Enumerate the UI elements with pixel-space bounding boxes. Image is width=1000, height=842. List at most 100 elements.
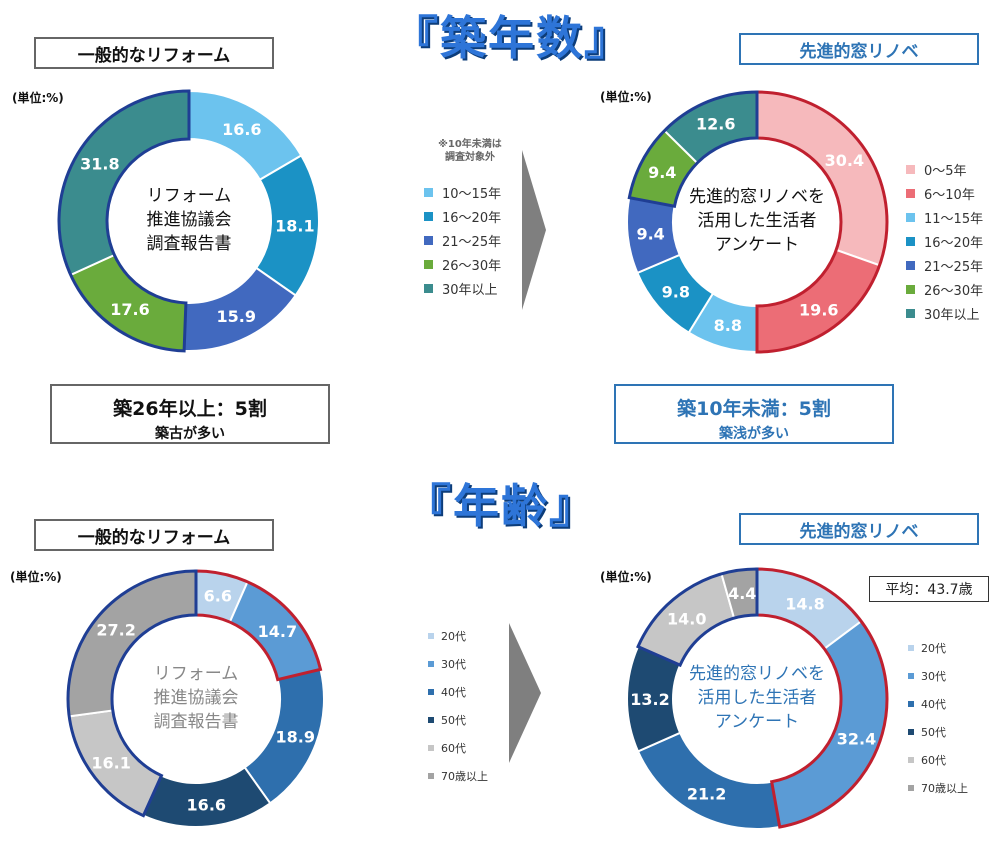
arrow-right-icon: [522, 150, 546, 310]
donut-center-label: 調査報告書: [147, 234, 232, 254]
summary-box-general: 築26年以上：5割 築古が多い: [50, 384, 330, 444]
legend-swatch: [424, 259, 433, 269]
donut-center-label: 推進協議会: [154, 688, 239, 708]
legend-label: 21～25年: [442, 234, 502, 250]
legend-item: 40代: [908, 690, 968, 718]
legend-swatch: [906, 236, 915, 246]
slice-value-label: 27.2: [96, 620, 135, 639]
legend-item: 26～30年: [906, 277, 983, 301]
legend-item: 26～30年: [424, 252, 501, 276]
donut-center-label: リフォーム: [154, 664, 239, 684]
legend-swatch: [906, 308, 915, 318]
legend-item: 50代: [428, 706, 488, 734]
slice-value-label: 12.6: [696, 114, 735, 133]
legend-swatch: [908, 645, 914, 651]
legend-swatch: [906, 260, 915, 270]
slice-value-label: 15.9: [216, 307, 255, 326]
arrow-right-icon: [509, 623, 541, 763]
slice-value-label: 9.8: [662, 283, 690, 302]
header-senshin-bottom: 先進的窓リノベ: [739, 513, 979, 545]
legend-building-age-right: 0～5年 6～10年 11～15年 16～20年 21～25年 26～30年 30年以上: [906, 157, 983, 325]
summary-line1: 築10年未満：5割: [677, 398, 831, 420]
legend-label: 40代: [441, 686, 466, 699]
legend-item: 30代: [908, 662, 968, 690]
unit-label: (単位:%): [600, 570, 652, 584]
legend-swatch: [908, 729, 914, 735]
legend-swatch: [428, 745, 434, 751]
legend-swatch: [908, 701, 914, 707]
legend-item: 11～15年: [906, 205, 983, 229]
legend-label: 6～10年: [924, 187, 975, 203]
highlight-outline: [636, 567, 759, 668]
title-building-age: 『築年数』: [392, 11, 632, 65]
legend-swatch: [908, 785, 914, 791]
slice-value-label: 19.6: [799, 300, 838, 319]
legend-item: 21～25年: [906, 253, 983, 277]
legend-swatch: [428, 633, 434, 639]
legend-label: 16～20年: [442, 210, 502, 226]
legend-label: 20代: [921, 642, 946, 655]
donut-center-label: 活用した生活者: [698, 211, 817, 231]
legend-item: 60代: [908, 746, 968, 774]
legend-label: 21～25年: [924, 259, 984, 275]
donut-center-label: 推進協議会: [147, 210, 232, 230]
legend-label: 10～15年: [442, 186, 502, 202]
legend-item: 70歳以上: [908, 774, 968, 802]
unit-label: (単位:%): [600, 90, 652, 104]
legend-item: 10～15年: [424, 180, 501, 204]
header-senshin-top: 先進的窓リノベ: [739, 33, 979, 65]
legend-swatch: [908, 673, 914, 679]
legend-label: 30年以上: [924, 307, 980, 323]
slice-value-label: 14.0: [667, 609, 706, 628]
legend-item: 30年以上: [906, 301, 983, 325]
slice-value-label: 17.6: [110, 300, 149, 319]
legend-item: 70歳以上: [428, 762, 488, 790]
legend-swatch: [424, 235, 433, 245]
summary-line1: 築26年以上：5割: [113, 398, 267, 420]
legend-label: 30年以上: [442, 282, 498, 298]
slice-value-label: 18.9: [275, 727, 314, 746]
donut-center-label: リフォーム: [147, 186, 232, 206]
legend-label: 70歳以上: [441, 770, 488, 783]
summary-line2: 築浅が多い: [719, 426, 789, 442]
donut-center-label: 先進的窓リノベを: [689, 664, 825, 684]
unit-label: (単位:%): [10, 570, 62, 584]
legend-swatch: [428, 773, 434, 779]
slice-value-label: 16.6: [187, 795, 226, 814]
slice-value-label: 30.4: [825, 151, 864, 170]
legend-label: 70歳以上: [921, 782, 968, 795]
legend-swatch: [906, 284, 915, 294]
legend-label: 60代: [441, 742, 466, 755]
header-general-reform-bottom: 一般的なリフォーム: [34, 519, 274, 551]
legend-swatch: [424, 283, 433, 293]
note-line: ※10年未満は: [438, 139, 502, 150]
legend-item: 30代: [428, 650, 488, 678]
legend-item: 20代: [908, 634, 968, 662]
legend-item: 20代: [428, 622, 488, 650]
slice-value-label: 9.4: [636, 224, 664, 243]
legend-item: 40代: [428, 678, 488, 706]
legend-label: 30代: [441, 658, 466, 671]
slice-value-label: 21.2: [687, 784, 726, 803]
slice-value-label: 14.8: [785, 594, 824, 613]
legend-swatch: [424, 187, 433, 197]
slice-value-label: 9.4: [648, 163, 676, 182]
legend-age-mid: 20代 30代 40代 50代 60代 70歳以上: [428, 622, 488, 790]
legend-item: 16～20年: [906, 229, 983, 253]
legend-label: 16～20年: [924, 235, 984, 251]
legend-building-age-mid: 10～15年 16～20年 21～25年 26～30年 30年以上: [424, 180, 501, 300]
note-under-10-excluded: ※10年未満は 調査対象外: [425, 138, 515, 164]
legend-item: 6～10年: [906, 181, 983, 205]
slice-value-label: 4.4: [728, 584, 756, 603]
legend-label: 30代: [921, 670, 946, 683]
legend-item: 50代: [908, 718, 968, 746]
highlight-outline: [66, 569, 198, 818]
donut-slice: [636, 731, 781, 830]
average-age-box: 平均：43.7歳: [869, 576, 989, 602]
slice-value-label: 16.1: [91, 753, 130, 772]
legend-swatch: [428, 661, 434, 667]
slice-value-label: 14.7: [258, 622, 297, 641]
highlight-outline: [755, 567, 889, 829]
